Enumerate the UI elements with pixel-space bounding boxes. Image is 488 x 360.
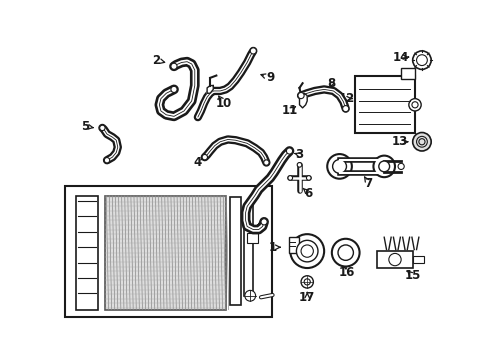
Circle shape	[250, 48, 256, 54]
Circle shape	[388, 253, 400, 266]
Text: 11: 11	[281, 104, 297, 117]
Circle shape	[378, 161, 389, 172]
Text: 14: 14	[392, 50, 408, 64]
Circle shape	[337, 245, 353, 260]
Circle shape	[332, 159, 346, 173]
Bar	[104, 195, 226, 310]
Circle shape	[408, 99, 420, 111]
Circle shape	[304, 279, 310, 285]
Text: 7: 7	[364, 177, 372, 190]
Circle shape	[100, 125, 105, 131]
Circle shape	[261, 219, 266, 225]
Text: 2: 2	[152, 54, 160, 67]
Text: 6: 6	[304, 187, 312, 200]
Text: 1: 1	[268, 241, 276, 254]
Circle shape	[171, 86, 177, 93]
Bar	[76, 195, 98, 310]
Bar	[376, 251, 413, 268]
Circle shape	[412, 132, 430, 151]
Text: 4: 4	[193, 156, 201, 169]
Circle shape	[301, 245, 313, 257]
Circle shape	[104, 158, 109, 163]
Circle shape	[297, 93, 304, 99]
Circle shape	[418, 139, 424, 145]
Bar	[354, 76, 414, 133]
Polygon shape	[299, 93, 306, 108]
Circle shape	[286, 148, 292, 154]
Bar	[246, 233, 257, 243]
Circle shape	[412, 51, 430, 69]
Circle shape	[263, 160, 268, 165]
Circle shape	[373, 156, 394, 177]
Bar	[65, 186, 271, 316]
Circle shape	[397, 163, 404, 170]
Circle shape	[416, 136, 427, 147]
Polygon shape	[207, 86, 213, 93]
Circle shape	[287, 176, 292, 180]
Circle shape	[296, 240, 317, 262]
Bar	[413, 256, 424, 264]
Text: 12: 12	[339, 92, 355, 105]
Bar	[230, 197, 241, 305]
Text: 8: 8	[327, 77, 335, 90]
Circle shape	[297, 163, 301, 167]
Circle shape	[290, 234, 324, 268]
Circle shape	[342, 105, 348, 112]
Bar	[244, 205, 253, 296]
Circle shape	[326, 154, 351, 179]
Text: 10: 10	[216, 97, 232, 110]
Text: 3: 3	[295, 148, 303, 161]
Text: 16: 16	[338, 266, 355, 279]
Text: 13: 13	[391, 135, 407, 148]
Circle shape	[301, 276, 313, 288]
Circle shape	[331, 239, 359, 266]
Circle shape	[202, 154, 207, 160]
Text: 17: 17	[299, 291, 315, 304]
Circle shape	[171, 63, 177, 69]
Circle shape	[244, 291, 255, 301]
Bar	[289, 237, 298, 253]
Circle shape	[416, 55, 427, 66]
Circle shape	[411, 102, 417, 108]
Bar	[400, 68, 414, 78]
Circle shape	[306, 176, 310, 180]
Text: 15: 15	[404, 269, 420, 282]
Text: 9: 9	[265, 71, 274, 84]
Text: 5: 5	[81, 120, 89, 133]
